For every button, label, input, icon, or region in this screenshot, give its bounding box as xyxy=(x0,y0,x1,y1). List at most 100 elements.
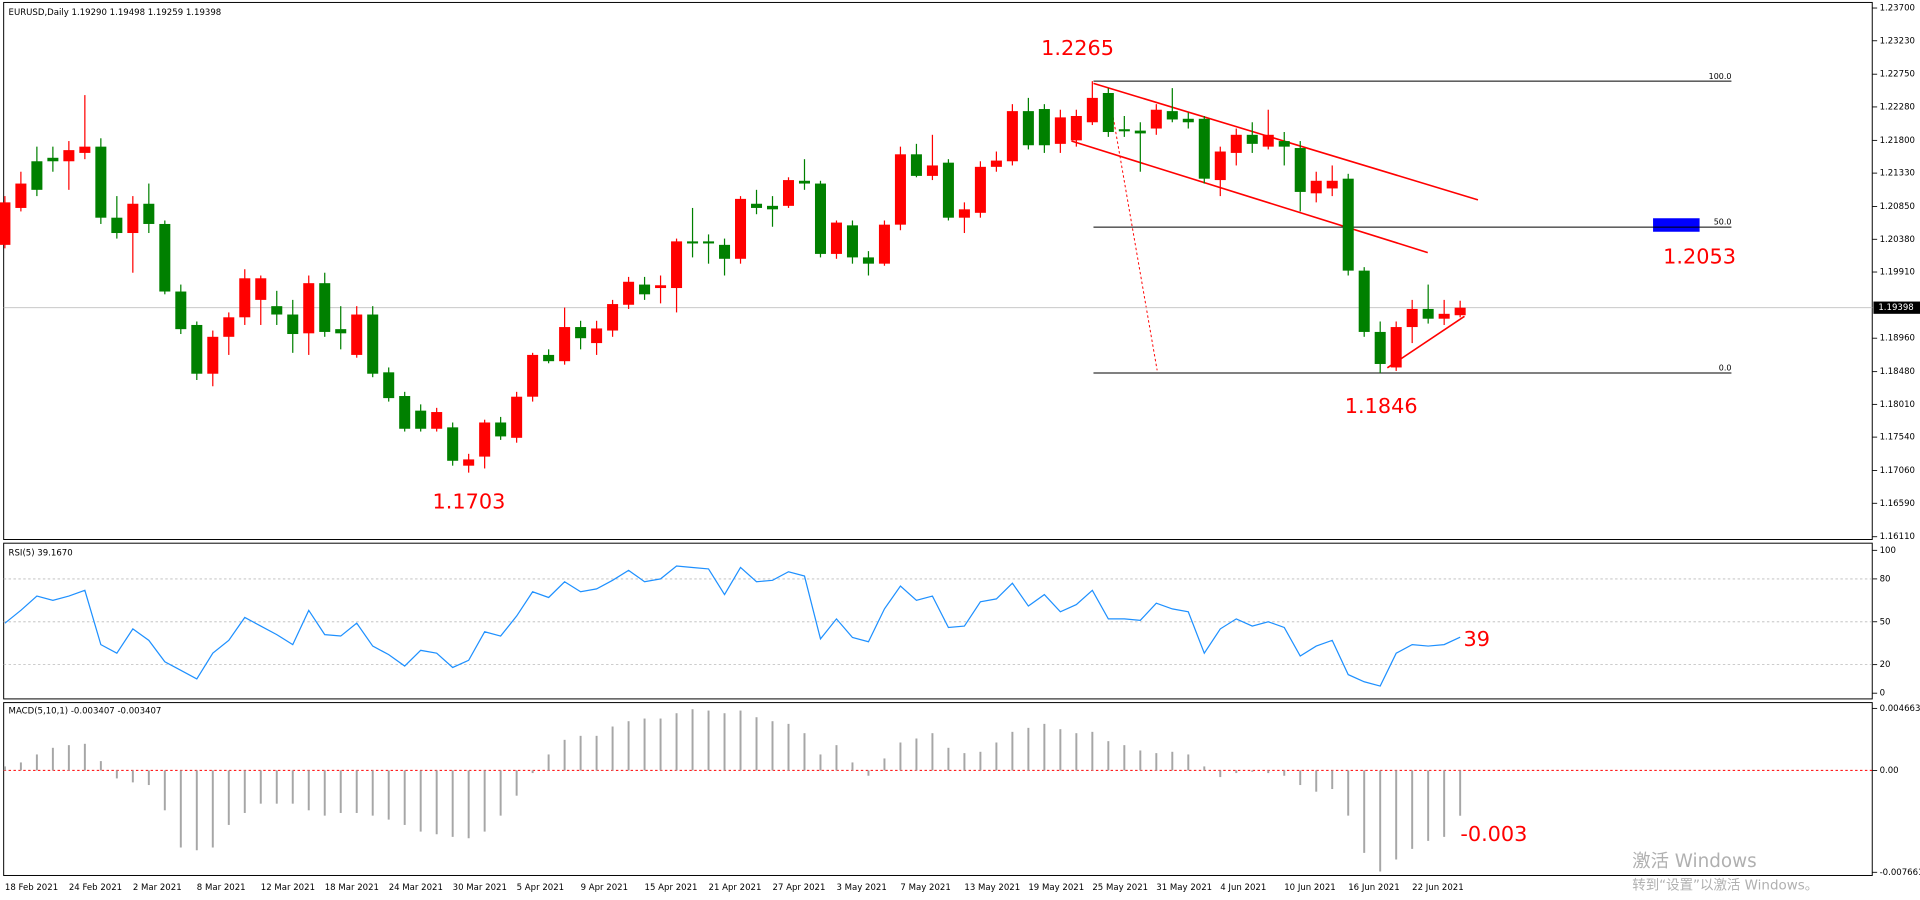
y-tick-label: 1.17060 xyxy=(1880,466,1915,476)
fibo-label: 50.0 xyxy=(1714,218,1732,227)
x-tick-label: 8 Mar 2021 xyxy=(197,883,246,893)
candle-body xyxy=(271,306,283,315)
marker-box xyxy=(1653,218,1700,232)
candle-body xyxy=(1438,313,1450,319)
candle-body xyxy=(958,209,970,218)
candle-body xyxy=(1390,327,1402,368)
candle-body xyxy=(1022,111,1034,146)
chart-title: EURUSD,Daily 1.19290 1.19498 1.19259 1.1… xyxy=(9,8,222,18)
y-tick-label: 100 xyxy=(1880,546,1896,556)
y-tick-label: 1.22280 xyxy=(1880,102,1915,112)
candle-body xyxy=(543,354,555,362)
annotation: 1.2053 xyxy=(1663,244,1736,268)
x-tick-label: 9 Apr 2021 xyxy=(581,883,628,893)
candle-body xyxy=(623,281,635,305)
candle-body xyxy=(894,154,906,225)
candle-body xyxy=(1278,141,1290,147)
candle-body xyxy=(191,324,203,374)
candle-body xyxy=(1102,93,1114,133)
candle-body xyxy=(367,314,379,374)
candle-body xyxy=(687,241,699,244)
candle-body xyxy=(111,217,123,234)
candle-body xyxy=(591,328,603,344)
y-tick-label: 1.21330 xyxy=(1880,169,1915,179)
x-tick-label: 22 Jun 2021 xyxy=(1412,883,1463,893)
candle-body xyxy=(1182,118,1194,123)
candle-body xyxy=(223,317,235,337)
candle-body xyxy=(766,205,779,210)
candle-body xyxy=(255,278,267,300)
annotation: -0.003 xyxy=(1460,822,1527,846)
annotation: 1.1846 xyxy=(1345,394,1418,418)
candle-body xyxy=(463,459,475,466)
candle-body xyxy=(974,166,986,213)
y-tick-label: 20 xyxy=(1880,660,1891,670)
candle-body xyxy=(383,372,395,399)
candle-body xyxy=(1118,129,1130,132)
y-tick-label: 1.21800 xyxy=(1880,136,1915,146)
fibo-label: 100.0 xyxy=(1709,72,1732,81)
y-tick-label: 1.17540 xyxy=(1880,433,1915,443)
y-tick-label: 1.18010 xyxy=(1880,400,1915,410)
candle-body xyxy=(63,150,75,162)
x-tick-label: 16 Jun 2021 xyxy=(1348,883,1399,893)
candle-body xyxy=(175,291,187,330)
candle-body xyxy=(751,203,763,208)
x-tick-label: 24 Feb 2021 xyxy=(69,883,122,893)
candle-body xyxy=(846,225,858,258)
candle-body xyxy=(1358,270,1370,332)
watermark: 激活 Windows xyxy=(1632,851,1756,872)
x-tick-label: 5 Apr 2021 xyxy=(517,883,564,893)
x-tick-label: 31 May 2021 xyxy=(1156,883,1212,893)
y-tick-label: 50 xyxy=(1880,617,1891,627)
fibo-trend xyxy=(1107,88,1158,371)
annotation: 39 xyxy=(1463,627,1489,651)
candle-body xyxy=(942,162,954,218)
candle-body xyxy=(607,304,619,331)
macd-panel xyxy=(3,702,1873,876)
price-panel xyxy=(3,1,1873,540)
y-tick-label: 1.22750 xyxy=(1880,70,1915,80)
y-tick-label: 1.18960 xyxy=(1880,334,1915,344)
candle-body xyxy=(47,157,59,162)
candle-body xyxy=(335,329,347,334)
x-tick-label: 19 May 2021 xyxy=(1028,883,1084,893)
rsi-title: RSI(5) 39.1670 xyxy=(9,548,73,558)
y-tick-label: 0.00 xyxy=(1880,766,1899,776)
candle-body xyxy=(95,146,107,218)
candle-body xyxy=(926,165,938,176)
fibo-label: 0.0 xyxy=(1719,364,1732,373)
x-tick-label: 21 Apr 2021 xyxy=(709,883,762,893)
annotation: 1.2265 xyxy=(1041,36,1114,60)
watermark: 转到“设置”以激活 Windows。 xyxy=(1632,877,1818,893)
candle-body xyxy=(862,257,874,264)
candle-body xyxy=(1006,111,1018,162)
candle-body xyxy=(719,244,731,259)
x-tick-label: 18 Mar 2021 xyxy=(325,883,379,893)
candle-body xyxy=(319,283,331,332)
candle-body xyxy=(1310,180,1322,194)
candle-body xyxy=(798,180,810,184)
y-tick-label: 1.19910 xyxy=(1880,268,1915,278)
candle-body xyxy=(910,154,922,176)
candle-body xyxy=(1086,97,1098,123)
candle-body xyxy=(1054,117,1066,144)
candle-body xyxy=(415,410,427,429)
candle-body xyxy=(1246,134,1258,144)
y-tick-label: 80 xyxy=(1880,574,1891,584)
y-tick-label: 1.18480 xyxy=(1880,367,1915,377)
x-tick-label: 24 Mar 2021 xyxy=(389,883,443,893)
candle-body xyxy=(735,198,747,259)
x-tick-label: 13 May 2021 xyxy=(964,883,1020,893)
y-tick-label: 1.20380 xyxy=(1880,235,1915,245)
candle-body xyxy=(143,203,155,224)
candle-body xyxy=(671,241,683,289)
y-tick-label: 0 xyxy=(1880,689,1885,699)
y-tick-label: 1.16110 xyxy=(1880,532,1915,542)
x-tick-label: 4 Jun 2021 xyxy=(1220,883,1266,893)
y-tick-label: -0.007661 xyxy=(1880,868,1920,878)
candle-body xyxy=(655,285,667,289)
candle-body xyxy=(527,354,539,397)
candle-body xyxy=(1374,331,1386,364)
